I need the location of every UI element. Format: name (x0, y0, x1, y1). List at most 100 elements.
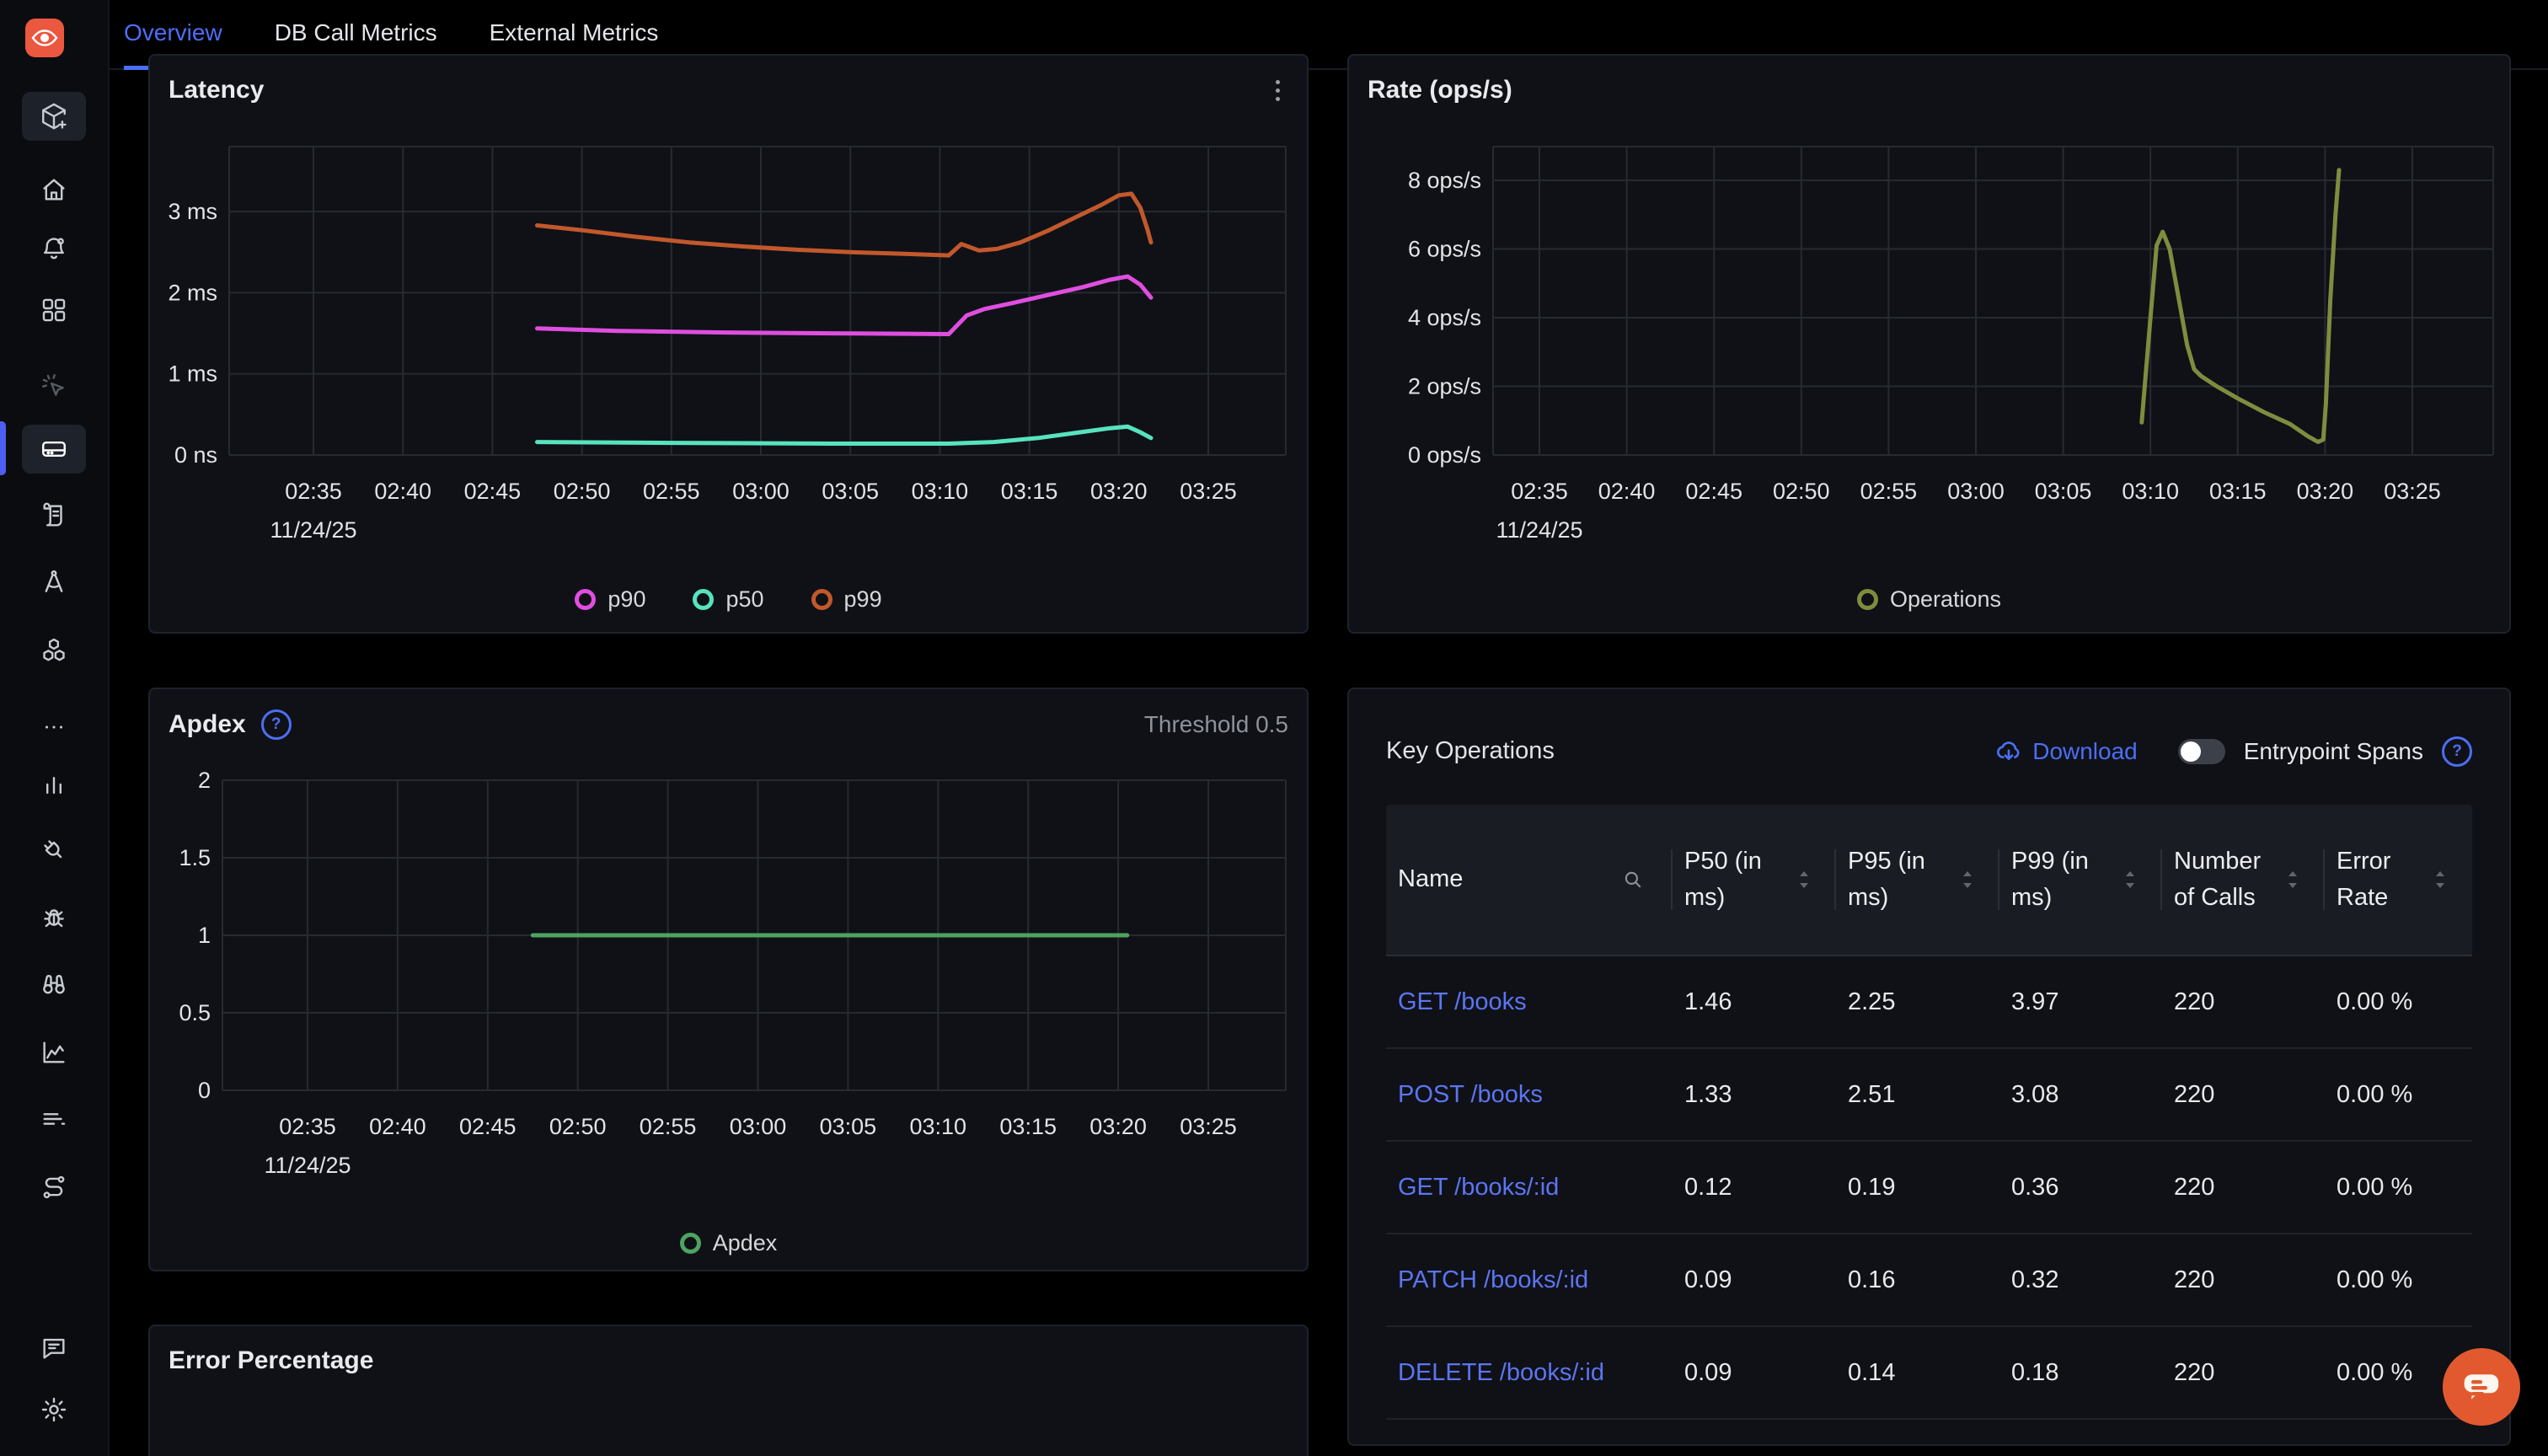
sidebar-item-infrastructure[interactable] (22, 626, 86, 675)
svg-text:03:20: 03:20 (1090, 479, 1148, 504)
svg-text:0 ops/s: 0 ops/s (1408, 442, 1481, 468)
legend-label: Operations (1890, 586, 2001, 613)
sidebar-item-settings[interactable] (22, 1385, 86, 1434)
cell-p95: 2.51 (1836, 1081, 1999, 1109)
sort-icon[interactable] (1961, 868, 1974, 891)
entrypoint-spans-help-icon[interactable]: ? (2442, 736, 2472, 767)
table-body: GET /books1.462.253.972200.00 %POST /boo… (1386, 956, 2472, 1420)
entrypoint-spans-toggle[interactable] (2178, 739, 2225, 764)
column-header-name[interactable]: Name (1386, 805, 1673, 955)
legend-label: p99 (844, 586, 882, 613)
svg-text:03:00: 03:00 (1947, 479, 2005, 504)
sidebar-item-quick-actions[interactable] (22, 361, 86, 410)
sidebar-item-alerts[interactable] (22, 225, 86, 274)
legend-item[interactable]: p90 (575, 586, 645, 613)
apdex-panel: Apdex ? Threshold 0.5 02:3502:4002:4502:… (148, 688, 1309, 1271)
svg-text:02:55: 02:55 (643, 479, 700, 504)
svg-text:2 ms: 2 ms (168, 280, 217, 305)
cell-calls: 220 (2162, 1081, 2325, 1109)
integrations-plug-icon (40, 836, 68, 864)
svg-text:1.5: 1.5 (179, 845, 211, 870)
cell-calls: 220 (2162, 1174, 2325, 1202)
svg-text:02:35: 02:35 (279, 1114, 336, 1139)
svg-text:03:15: 03:15 (1001, 479, 1058, 504)
sidebar-item-dashboards[interactable] (22, 286, 86, 335)
sidebar-item-metrics[interactable] (22, 760, 86, 809)
sidebar-item-traces[interactable] (22, 558, 86, 607)
sidebar-item-home[interactable] (22, 165, 86, 214)
views-area-chart-icon (40, 1038, 68, 1067)
more-ellipsis-icon (40, 713, 68, 741)
svg-text:03:25: 03:25 (2384, 479, 2441, 504)
apdex-help-icon[interactable]: ? (261, 709, 292, 740)
error-percentage-title: Error Percentage (169, 1346, 373, 1375)
operation-link[interactable]: POST /books (1398, 1081, 1543, 1108)
column-header-error-rate[interactable]: Error Rate (2325, 805, 2472, 955)
svg-text:0.5: 0.5 (179, 1000, 211, 1025)
sidebar-item-integrations[interactable] (22, 826, 86, 875)
column-header-p50[interactable]: P50 (in ms) (1673, 805, 1836, 955)
svg-text:0 ns: 0 ns (174, 442, 217, 468)
download-button[interactable]: Download (1995, 738, 2138, 765)
sidebar-item-logs[interactable] (22, 491, 86, 540)
legend-item[interactable]: p50 (693, 586, 763, 613)
sort-icon[interactable] (2123, 868, 2137, 891)
column-header-number-of-calls[interactable]: Number of Calls (2162, 805, 2325, 955)
rate-panel: Rate (ops/s) 02:3502:4002:4502:5002:5503… (1347, 54, 2511, 634)
exceptions-bug-icon (40, 903, 68, 932)
legend-item[interactable]: Operations (1857, 586, 2001, 613)
legend-item[interactable]: p99 (811, 586, 882, 613)
sidebar-item-explorer[interactable] (22, 960, 86, 1009)
error-percentage-panel: Error Percentage (148, 1325, 1309, 1456)
table-header-row: Name P50 (in ms) P95 (in ms) P99 (in ms) (1386, 805, 2472, 956)
table-row: GET /books1.462.253.972200.00 % (1386, 956, 2472, 1049)
svg-text:03:20: 03:20 (1089, 1114, 1147, 1139)
service-map-route-icon (40, 1173, 68, 1202)
sidebar-item-get-started[interactable] (22, 92, 86, 141)
column-header-p99[interactable]: P99 (in ms) (1999, 805, 2162, 955)
svg-text:02:35: 02:35 (285, 479, 342, 504)
sort-icon[interactable] (2286, 868, 2299, 891)
settings-gear-icon (40, 1395, 68, 1424)
table-row: DELETE /books/:id0.090.140.182200.00 % (1386, 1327, 2472, 1420)
legend-marker-icon (575, 589, 596, 610)
legend-label: Apdex (713, 1230, 778, 1256)
operation-link[interactable]: PATCH /books/:id (1398, 1266, 1588, 1293)
legend-item[interactable]: Apdex (680, 1230, 778, 1256)
svg-text:8 ops/s: 8 ops/s (1408, 168, 1481, 193)
svg-text:6 ops/s: 6 ops/s (1408, 237, 1481, 262)
cell-p95: 0.19 (1836, 1174, 1999, 1202)
svg-text:03:15: 03:15 (2209, 479, 2267, 504)
sort-icon[interactable] (1797, 868, 1811, 891)
panel-menu-icon[interactable] (1267, 77, 1288, 104)
search-icon[interactable] (1622, 869, 1644, 891)
sidebar-item-service-map[interactable] (22, 1163, 86, 1212)
legend-label: p90 (608, 586, 645, 613)
operation-link[interactable]: DELETE /books/:id (1398, 1359, 1604, 1386)
column-header-p95[interactable]: P95 (in ms) (1836, 805, 1999, 955)
sidebar-item-feedback[interactable] (22, 1324, 86, 1373)
sidebar-item-exceptions[interactable] (22, 893, 86, 942)
home-icon (40, 175, 68, 204)
signoz-logo-icon[interactable] (25, 19, 64, 57)
cell-error: 0.00 % (2325, 988, 2472, 1016)
sidebar-item-pipelines[interactable] (22, 1095, 86, 1143)
svg-text:3 ms: 3 ms (168, 199, 217, 224)
svg-text:1 ms: 1 ms (168, 361, 217, 387)
sidebar-item-services[interactable] (22, 425, 86, 474)
svg-text:11/24/25: 11/24/25 (1496, 517, 1582, 543)
svg-text:02:40: 02:40 (369, 1114, 426, 1139)
operation-link[interactable]: GET /books (1398, 988, 1527, 1015)
cell-p99: 0.18 (1999, 1359, 2162, 1387)
sidebar-item-views[interactable] (22, 1028, 86, 1077)
table-row: POST /books1.332.513.082200.00 % (1386, 1049, 2472, 1142)
table-row: GET /books/:id0.120.190.362200.00 % (1386, 1142, 2472, 1234)
latency-chart: 02:3502:4002:4502:5002:5503:0003:0503:10… (150, 56, 1310, 635)
sort-icon[interactable] (2433, 868, 2447, 891)
sidebar-item-more[interactable] (22, 703, 86, 752)
feedback-chat-icon (40, 1334, 68, 1362)
svg-text:02:45: 02:45 (464, 479, 522, 504)
active-nav-indicator (0, 421, 6, 475)
support-chat-button[interactable] (2443, 1348, 2520, 1426)
operation-link[interactable]: GET /books/:id (1398, 1174, 1559, 1201)
